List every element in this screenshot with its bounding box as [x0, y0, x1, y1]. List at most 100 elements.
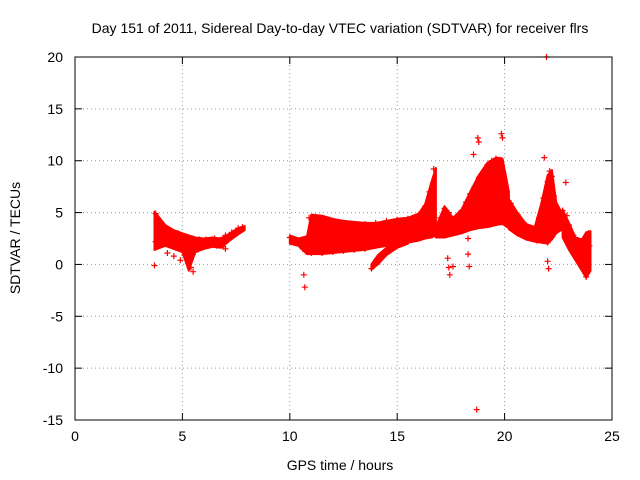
data-point — [179, 232, 186, 239]
data-point — [222, 232, 229, 239]
data-point — [570, 247, 577, 254]
data-point — [559, 224, 566, 231]
data-point — [415, 231, 422, 238]
data-point — [574, 242, 581, 249]
data-point — [166, 241, 173, 248]
data-point — [198, 244, 205, 251]
data-point — [501, 218, 508, 225]
data-point — [377, 254, 383, 261]
data-point — [467, 190, 474, 197]
x-tick-label: 0 — [71, 428, 79, 444]
y-tick-label: 15 — [47, 101, 63, 117]
data-point — [536, 214, 542, 221]
data-point — [152, 238, 159, 245]
data-point — [329, 249, 336, 255]
data-point — [499, 134, 506, 141]
data-point — [559, 207, 566, 214]
y-axis-label: SDTVAR / TECUs — [7, 182, 23, 294]
data-point — [480, 169, 487, 176]
data-point — [465, 224, 472, 231]
x-tick-label: 10 — [282, 428, 298, 444]
data-point — [190, 268, 197, 275]
data-points — [151, 54, 593, 413]
data-point — [583, 234, 590, 241]
chart-title: Day 151 of 2011, Sidereal Day-to-day VTE… — [92, 20, 589, 36]
data-point — [192, 249, 199, 255]
data-point — [447, 215, 454, 222]
data-point — [151, 262, 158, 269]
data-point — [475, 139, 482, 145]
data-point — [415, 211, 422, 218]
data-point — [188, 264, 194, 271]
data-point — [475, 174, 482, 181]
data-band — [370, 236, 409, 271]
data-point — [383, 249, 390, 255]
data-point — [160, 240, 167, 247]
y-tick-label: 10 — [47, 153, 63, 169]
plot-border — [74, 56, 613, 421]
data-point — [454, 215, 461, 222]
data-point — [389, 244, 396, 251]
data-point — [394, 241, 401, 248]
data-point — [394, 216, 401, 223]
data-point — [164, 250, 171, 256]
x-tick-labels: 0 5 10 15 20 25 — [71, 428, 620, 444]
data-point — [458, 227, 465, 234]
data-point — [340, 219, 347, 226]
data-point — [213, 242, 220, 249]
y-tick-label: 0 — [55, 256, 63, 272]
data-point — [578, 259, 585, 266]
data-point — [540, 195, 547, 202]
data-point — [505, 224, 512, 231]
y-tick-label: -5 — [51, 308, 64, 324]
data-point — [295, 240, 302, 247]
data-point — [465, 235, 472, 242]
data-point — [301, 284, 308, 291]
data-point — [484, 161, 491, 168]
data-point — [319, 216, 325, 223]
data-point — [466, 263, 473, 270]
data-point — [544, 178, 551, 185]
data-point — [437, 229, 444, 236]
data-point — [196, 236, 203, 243]
data-point — [514, 230, 521, 237]
data-point — [383, 235, 390, 242]
data-point — [471, 222, 478, 228]
data-point — [306, 214, 313, 221]
data-point — [576, 251, 583, 258]
data-point — [430, 166, 437, 172]
data-point — [529, 228, 536, 235]
data-point — [501, 203, 508, 210]
data-point — [362, 236, 368, 243]
data-point — [585, 230, 592, 237]
data-point — [154, 214, 161, 221]
data-point — [175, 230, 182, 237]
data-point — [222, 245, 229, 252]
data-point — [432, 225, 439, 232]
y-tick-label: 20 — [47, 49, 63, 65]
data-point — [300, 271, 307, 278]
y-tick-label: 5 — [55, 205, 63, 221]
data-point — [495, 197, 502, 204]
data-point — [286, 234, 293, 241]
data-point — [445, 209, 452, 216]
data-point — [583, 273, 590, 280]
data-point — [319, 250, 325, 256]
data-point — [581, 267, 588, 274]
data-point — [562, 179, 569, 186]
data-point — [488, 218, 495, 225]
y-tick-label: -10 — [43, 360, 63, 376]
data-point — [566, 240, 572, 247]
data-point — [422, 203, 429, 210]
data-point — [474, 134, 481, 141]
data-point — [475, 201, 482, 208]
data-point — [299, 245, 306, 252]
data-point — [362, 221, 368, 227]
data-point — [179, 246, 186, 253]
data-point — [574, 255, 581, 262]
data-point — [372, 219, 379, 226]
data-point — [181, 252, 188, 259]
data-point — [368, 265, 375, 272]
data-point — [372, 236, 379, 243]
data-point — [462, 199, 469, 206]
